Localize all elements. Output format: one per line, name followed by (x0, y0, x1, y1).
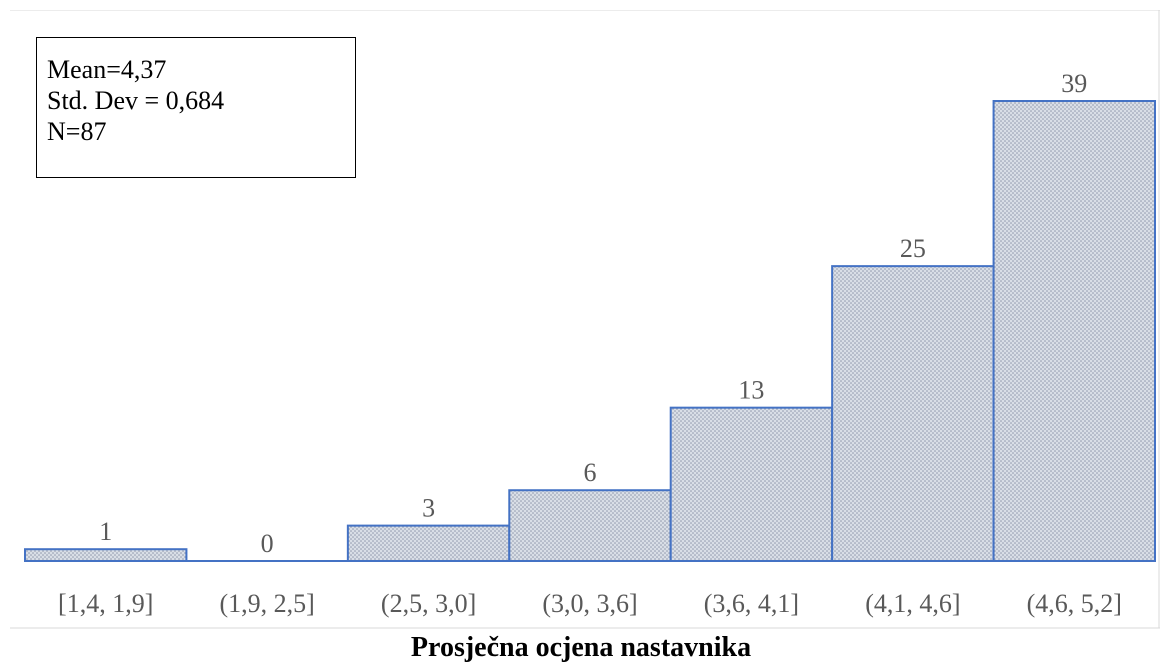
histogram-bar (992, 100, 1156, 562)
chart-title: Prosječna ocjena nastavnika (410, 632, 752, 663)
x-tick-label: (3,0, 3,6] (542, 589, 637, 618)
data-label: 6 (584, 458, 597, 487)
x-tick-label: (1,9, 2,5] (219, 589, 314, 618)
stat-std-dev: Std. Dev = 0,684 (47, 86, 225, 115)
stat-mean: Mean=4,37 (47, 55, 167, 84)
data-label: 1 (99, 517, 112, 546)
data-label: 0 (261, 529, 274, 558)
histogram-chart: 1 0 3 6 13 25 39 [1,4, 1,9] (1,9, 2,5] (2,5, 3,0… (10, 10, 1160, 630)
chart-plot: 1 0 3 6 13 25 39 [1,4, 1,9] (1,9, 2,5] (2,5, 3,0… (10, 10, 1160, 629)
data-label: 25 (900, 234, 926, 263)
histogram-bar (669, 406, 834, 562)
statistics-box: Mean=4,37 Std. Dev = 0,684 N=87 (36, 37, 356, 178)
x-tick-label: [1,4, 1,9] (58, 589, 153, 618)
histogram-bar (24, 548, 188, 563)
x-tick-label: (4,1, 4,6] (865, 589, 960, 618)
x-tick-label: (4,6, 5,2] (1027, 589, 1122, 618)
stat-n: N=87 (47, 117, 107, 146)
histogram-bar (508, 489, 672, 563)
histogram-bar (346, 524, 511, 562)
data-label: 39 (1061, 69, 1087, 98)
x-tick-label: (3,6, 4,1] (704, 589, 799, 618)
x-tick-label: (2,5, 3,0] (381, 589, 476, 618)
data-label: 13 (738, 376, 764, 405)
histogram-bar (831, 265, 995, 562)
data-label: 3 (422, 494, 435, 523)
